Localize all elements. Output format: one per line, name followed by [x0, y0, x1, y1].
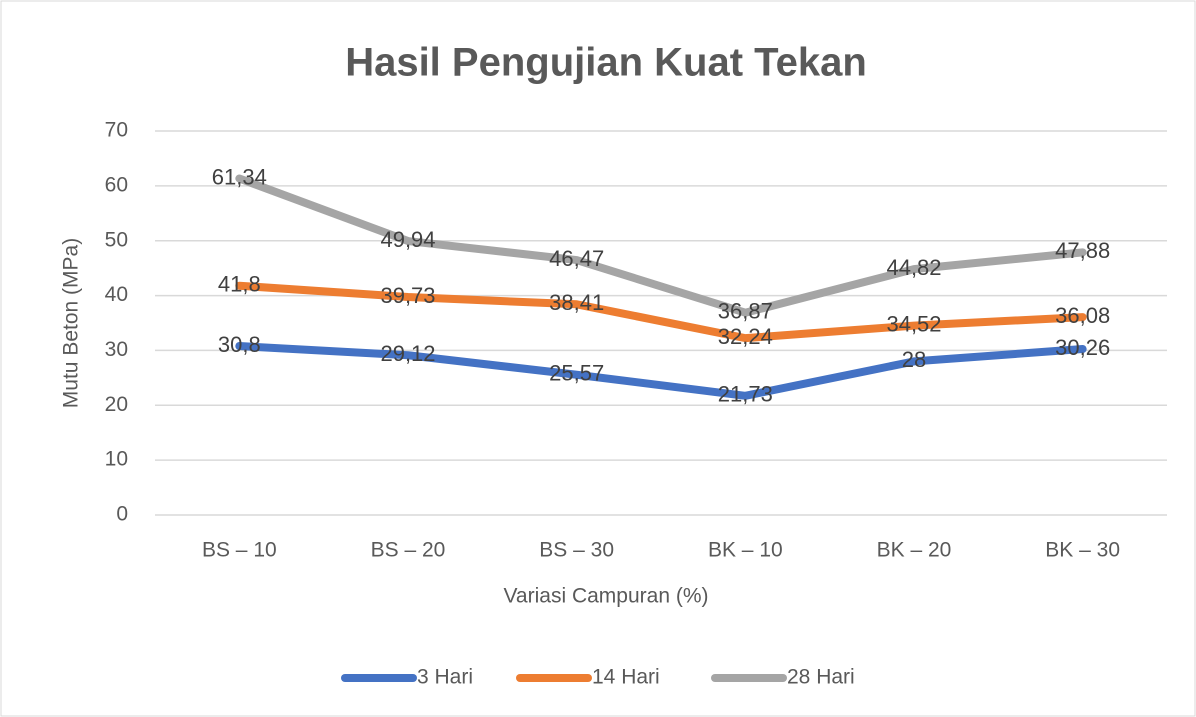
x-tick-label: BK – 10 — [708, 539, 783, 562]
y-tick-label: 50 — [105, 228, 128, 251]
legend-label: 28 Hari — [787, 666, 855, 689]
data-label: 47,88 — [1055, 238, 1110, 263]
data-label: 49,94 — [380, 227, 435, 252]
x-axis-label: Variasi Campuran (%) — [503, 585, 708, 608]
y-tick-label: 70 — [105, 119, 128, 142]
legend-label: 3 Hari — [417, 666, 473, 689]
data-label: 38,41 — [549, 290, 604, 315]
y-tick-label: 40 — [105, 283, 128, 306]
data-label: 32,24 — [718, 324, 773, 349]
data-label: 34,52 — [886, 311, 941, 336]
x-tick-label: BS – 20 — [371, 539, 446, 562]
data-label: 29,12 — [380, 341, 435, 366]
x-tick-label: BS – 30 — [539, 539, 614, 562]
y-tick-label: 0 — [116, 503, 128, 526]
y-tick-label: 10 — [105, 448, 128, 471]
chart-title: Hasil Pengujian Kuat Tekan — [345, 41, 867, 85]
data-label: 25,57 — [549, 361, 604, 386]
series-line — [235, 174, 1087, 317]
data-label: 36,08 — [1055, 303, 1110, 328]
y-tick-label: 60 — [105, 173, 128, 196]
data-label: 36,87 — [718, 299, 773, 324]
series-line — [235, 281, 1087, 343]
data-label: 61,34 — [212, 164, 267, 189]
data-label: 30,26 — [1055, 335, 1110, 360]
data-label: 30,8 — [218, 332, 261, 357]
y-axis-label: Mutu Beton (MPa) — [60, 238, 83, 408]
data-label: 28 — [902, 347, 926, 372]
legend-label: 14 Hari — [592, 666, 660, 689]
y-tick-label: 20 — [105, 393, 128, 416]
data-label: 46,47 — [549, 246, 604, 271]
x-tick-label: BK – 20 — [877, 539, 952, 562]
x-tick-label: BK – 30 — [1045, 539, 1120, 562]
data-label: 41,8 — [218, 272, 261, 297]
data-label: 39,73 — [380, 283, 435, 308]
data-label: 44,82 — [886, 255, 941, 280]
series-line — [235, 342, 1087, 400]
data-label: 21,73 — [718, 382, 773, 407]
x-tick-label: BS – 10 — [202, 539, 277, 562]
y-tick-label: 30 — [105, 338, 128, 361]
